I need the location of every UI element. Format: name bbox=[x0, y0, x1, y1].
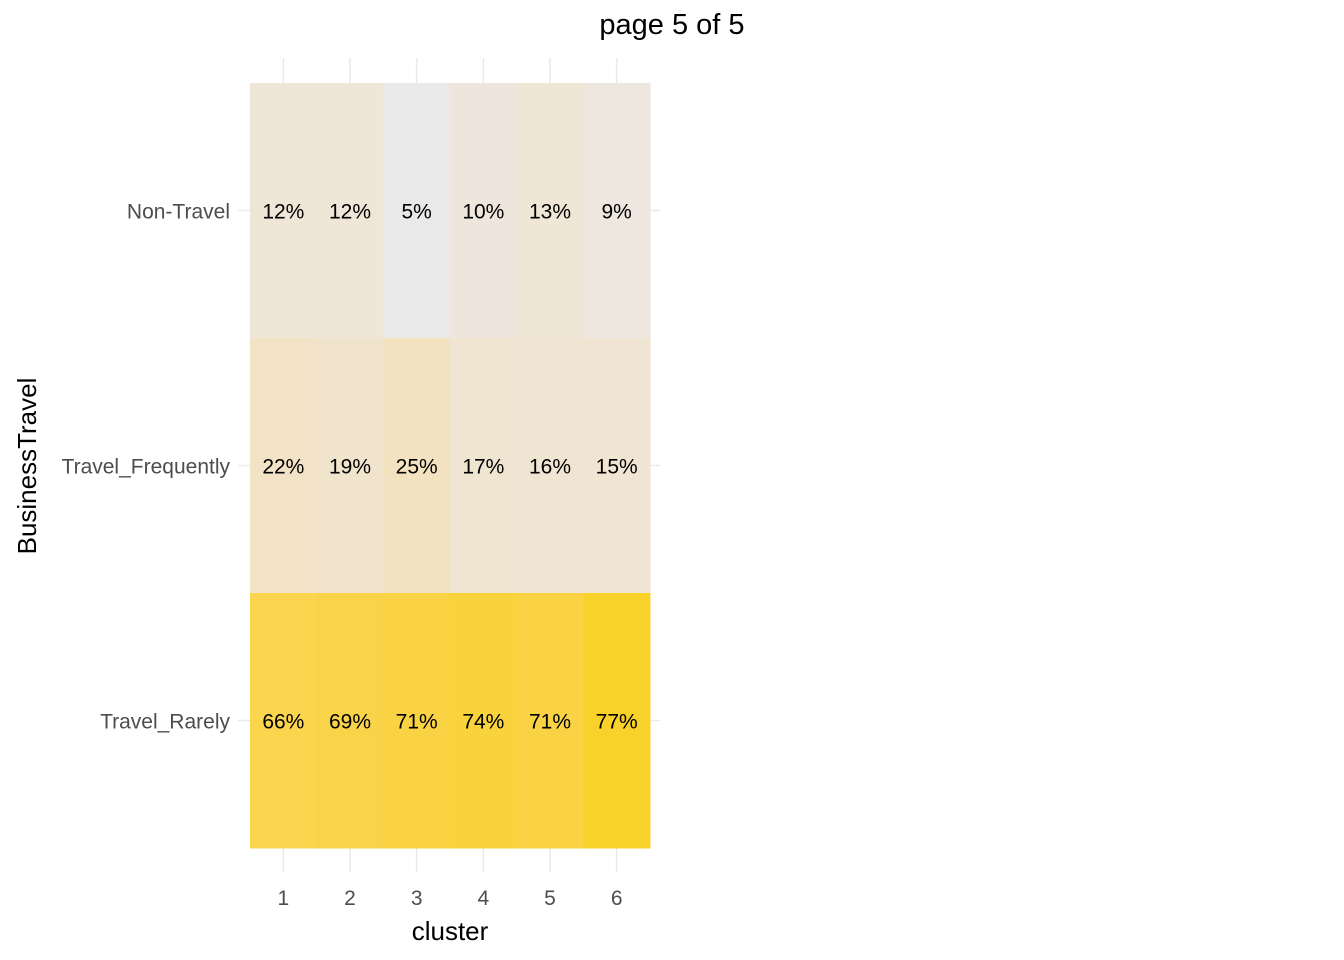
cell-label-travel-rarely-cluster-3: 71% bbox=[396, 711, 438, 734]
heatmap-cell-labels: 12% 12% 5% 10% 13% 9% 22% 19% 25% 17% 16% 15% 66% 69%… bbox=[262, 201, 637, 734]
heatmap-cell-travel-frequently-cluster-3 bbox=[383, 338, 451, 594]
x-tick-label-4: 4 bbox=[477, 887, 489, 910]
x-tick-label-2: 2 bbox=[344, 887, 356, 910]
x-tick-label-1: 1 bbox=[277, 887, 289, 910]
heatmap-cell-non-travel-cluster-3 bbox=[383, 83, 451, 339]
heatmap-cell-travel-rarely-cluster-4 bbox=[450, 593, 518, 849]
cell-label-travel-frequently-cluster-1: 22% bbox=[262, 456, 304, 479]
cell-label-travel-rarely-cluster-6: 77% bbox=[596, 711, 638, 734]
heatmap-cell-travel-rarely-cluster-3 bbox=[383, 593, 451, 849]
cell-label-travel-frequently-cluster-4: 17% bbox=[462, 456, 504, 479]
cell-label-travel-rarely-cluster-5: 71% bbox=[529, 711, 571, 734]
y-axis-title: BusinessTravel bbox=[12, 378, 42, 555]
x-tick-label-3: 3 bbox=[411, 887, 423, 910]
cell-label-non-travel-cluster-5: 13% bbox=[529, 201, 571, 224]
cell-label-non-travel-cluster-2: 12% bbox=[329, 201, 371, 224]
y-axis-ticks: Non-Travel Travel_Frequently Travel_Rarely bbox=[62, 201, 231, 734]
cell-label-non-travel-cluster-6: 9% bbox=[601, 201, 631, 224]
y-tick-label-travel-frequently: Travel_Frequently bbox=[62, 456, 231, 479]
cell-label-travel-rarely-cluster-1: 66% bbox=[262, 711, 304, 734]
heatmap-cells bbox=[250, 83, 651, 849]
heatmap-cell-non-travel-cluster-6 bbox=[583, 83, 651, 339]
cell-label-travel-frequently-cluster-6: 15% bbox=[596, 456, 638, 479]
y-tick-label-travel-rarely: Travel_Rarely bbox=[100, 711, 230, 734]
x-tick-label-6: 6 bbox=[611, 887, 623, 910]
cell-label-non-travel-cluster-4: 10% bbox=[462, 201, 504, 224]
heatmap-cell-travel-rarely-cluster-2 bbox=[316, 593, 384, 849]
x-axis-ticks: 1 2 3 4 5 6 bbox=[277, 887, 622, 910]
chart-title: page 5 of 5 bbox=[599, 9, 744, 41]
heatmap-cell-travel-rarely-cluster-5 bbox=[516, 593, 584, 849]
heatmap-cell-travel-rarely-cluster-1 bbox=[250, 593, 318, 849]
heatmap-cell-non-travel-cluster-1 bbox=[250, 83, 318, 339]
cell-label-travel-frequently-cluster-2: 19% bbox=[329, 456, 371, 479]
heatmap-cell-travel-frequently-cluster-2 bbox=[316, 338, 384, 594]
heatmap-cell-travel-frequently-cluster-4 bbox=[450, 338, 518, 594]
heatmap-cell-travel-frequently-cluster-6 bbox=[583, 338, 651, 594]
cell-label-non-travel-cluster-1: 12% bbox=[262, 201, 304, 224]
heatmap-cell-non-travel-cluster-2 bbox=[316, 83, 384, 339]
cell-label-travel-frequently-cluster-5: 16% bbox=[529, 456, 571, 479]
cell-label-travel-rarely-cluster-4: 74% bbox=[462, 711, 504, 734]
cell-label-travel-rarely-cluster-2: 69% bbox=[329, 711, 371, 734]
heatmap-cell-non-travel-cluster-5 bbox=[516, 83, 584, 339]
heatmap-cell-travel-rarely-cluster-6 bbox=[583, 593, 651, 849]
cell-label-non-travel-cluster-3: 5% bbox=[401, 201, 431, 224]
heatmap-cell-travel-frequently-cluster-1 bbox=[250, 338, 318, 594]
x-axis-title: cluster bbox=[412, 916, 489, 946]
heatmap-cell-non-travel-cluster-4 bbox=[450, 83, 518, 339]
y-tick-label-non-travel: Non-Travel bbox=[127, 201, 230, 224]
cell-label-travel-frequently-cluster-3: 25% bbox=[396, 456, 438, 479]
heatmap-cell-travel-frequently-cluster-5 bbox=[516, 338, 584, 594]
x-tick-label-5: 5 bbox=[544, 887, 556, 910]
